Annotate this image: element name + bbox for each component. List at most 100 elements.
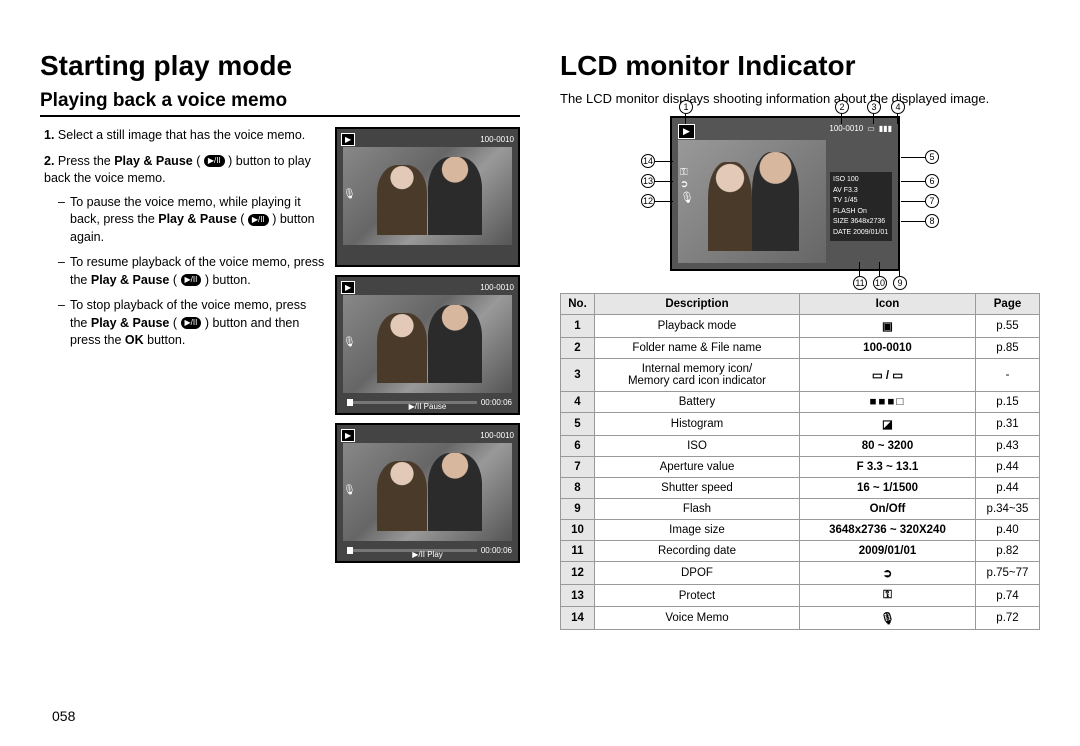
info-size-value: 3648x2736: [851, 218, 886, 225]
info-flash-value: On: [858, 208, 867, 215]
instructions-row: 1. Select a still image that has the voi…: [40, 127, 520, 563]
lead: [879, 262, 880, 276]
sub-2bold: Play & Pause: [91, 273, 170, 287]
voice-memo-icon: 🎙: [343, 189, 356, 200]
cell-page: p.75~77: [976, 562, 1040, 585]
lead: [685, 114, 686, 124]
step-2-text-b: (: [196, 154, 204, 168]
th-desc: Description: [595, 294, 800, 315]
table-row: 13Protect⚿p.74: [561, 585, 1040, 607]
voice-memo-icon: 🎙: [343, 337, 356, 348]
table-row: 6ISO80 ~ 3200p.43: [561, 436, 1040, 457]
callout-5: 5: [925, 150, 939, 164]
step-2-number: 2.: [44, 154, 54, 168]
step-2-text-a: Press the: [58, 154, 114, 168]
th-no: No.: [561, 294, 595, 315]
lcd-thumbnail-3: ▶ 100-0010 🎙 00:00:06 ▶/II Play: [335, 423, 520, 563]
playback-mode-icon: ▶: [341, 429, 355, 442]
lead: [901, 157, 925, 158]
cell-no: 2: [561, 338, 595, 359]
right-intro: The LCD monitor displays shooting inform…: [560, 90, 1040, 108]
info-tv-value: 1/45: [844, 197, 858, 204]
table-row: 11Recording date2009/01/01p.82: [561, 541, 1040, 562]
cell-icon: 🎙: [799, 607, 975, 630]
thumbnail-stack: ▶ 100-0010 🎙 ▶ 100-0010 🎙 00:00:06 ▶/II: [335, 127, 520, 563]
callout-7: 7: [925, 194, 939, 208]
cell-icon: 3648x2736 ~ 320X240: [799, 520, 975, 541]
battery-icon: ▮▮▮: [879, 124, 892, 133]
cell-no: 4: [561, 392, 595, 413]
table-body: 1Playback mode▣p.552Folder name & File n…: [561, 315, 1040, 630]
info-flash-label: FLASH: [833, 208, 856, 215]
play-pause-icon: ▶/II: [181, 274, 202, 286]
play-pause-icon: ▶/II: [181, 317, 202, 329]
right-title: LCD monitor Indicator: [560, 50, 1040, 82]
cell-icon: F 3.3 ~ 13.1: [799, 457, 975, 478]
cell-icon: 100-0010: [799, 338, 975, 359]
voice-memo-icon: 🎙: [680, 191, 694, 204]
cell-icon: 80 ~ 3200: [799, 436, 975, 457]
right-column: LCD monitor Indicator The LCD monitor di…: [550, 50, 1040, 726]
table-row: 2Folder name & File name100-0010p.85: [561, 338, 1040, 359]
step-2-sublist: To pause the voice memo, while playing i…: [44, 194, 325, 350]
indicator-table: No. Description Icon Page 1Playback mode…: [560, 293, 1040, 630]
cell-icon: ▭ / ▭: [799, 359, 975, 392]
instructions-text: 1. Select a still image that has the voi…: [40, 127, 325, 563]
cell-page: p.34~35: [976, 499, 1040, 520]
cell-no: 11: [561, 541, 595, 562]
cell-icon: ▣: [799, 315, 975, 338]
info-date-value: 2009/01/01: [853, 229, 888, 236]
diagram-fileno: 100-0010: [829, 124, 863, 133]
playback-mode-icon: ▶: [678, 124, 695, 139]
cell-icon: ➲: [799, 562, 975, 585]
sub-3: To stop playback of the voice memo, pres…: [58, 297, 325, 350]
cell-desc: Voice Memo: [595, 607, 800, 630]
sub-2b: (: [173, 273, 181, 287]
sub-1bold: Play & Pause: [158, 212, 237, 226]
info-tv-label: TV: [833, 197, 842, 204]
lcd-thumbnail-1: ▶ 100-0010 🎙: [335, 127, 520, 267]
table-row: 12DPOF➲p.75~77: [561, 562, 1040, 585]
step-1: 1. Select a still image that has the voi…: [44, 127, 325, 145]
cell-no: 14: [561, 607, 595, 630]
sub-3d: button.: [147, 333, 185, 347]
voice-memo-icon: 🎙: [343, 485, 356, 496]
thumb3-caption: ▶/II Play: [337, 550, 518, 559]
cell-desc: Folder name & File name: [595, 338, 800, 359]
dpof-icon: ➲: [680, 179, 688, 190]
cell-desc: ISO: [595, 436, 800, 457]
sub-3b: (: [173, 316, 181, 330]
lead: [655, 181, 673, 182]
cell-page: p.15: [976, 392, 1040, 413]
callout-2: 2: [835, 100, 849, 114]
info-iso-value: 100: [847, 176, 859, 183]
protect-icon: ⚿: [680, 167, 688, 178]
callout-3: 3: [867, 100, 881, 114]
lead: [655, 161, 673, 162]
cell-page: p.55: [976, 315, 1040, 338]
cell-icon: ◪: [799, 413, 975, 436]
play-pause-icon: ▶/II: [204, 155, 225, 167]
lead: [859, 262, 860, 276]
lead: [901, 201, 925, 202]
table-row: 8Shutter speed16 ~ 1/1500p.44: [561, 478, 1040, 499]
sub-1b: (: [240, 212, 248, 226]
lcd-diagram-screen: ▶ 100-0010 ▭ ▮▮▮ ⚿ ➲ 🎙 ISO 100 AV F3.3 T…: [670, 116, 900, 271]
sub-2: To resume playback of the voice memo, pr…: [58, 254, 325, 289]
callout-13: 13: [641, 174, 655, 188]
table-row: 3Internal memory icon/Memory card icon i…: [561, 359, 1040, 392]
callout-1: 1: [679, 100, 693, 114]
callout-6: 6: [925, 174, 939, 188]
table-row: 1Playback mode▣p.55: [561, 315, 1040, 338]
cell-desc: Playback mode: [595, 315, 800, 338]
left-title: Starting play mode: [40, 50, 520, 82]
sub-2c: ) button.: [205, 273, 251, 287]
cell-desc: Shutter speed: [595, 478, 800, 499]
cell-icon: 2009/01/01: [799, 541, 975, 562]
lead: [873, 114, 874, 124]
table-row: 5Histogram◪p.31: [561, 413, 1040, 436]
cell-desc: Battery: [595, 392, 800, 413]
cell-page: p.82: [976, 541, 1040, 562]
table-row: 9FlashOn/Offp.34~35: [561, 499, 1040, 520]
playback-mode-icon: ▶: [341, 281, 355, 294]
